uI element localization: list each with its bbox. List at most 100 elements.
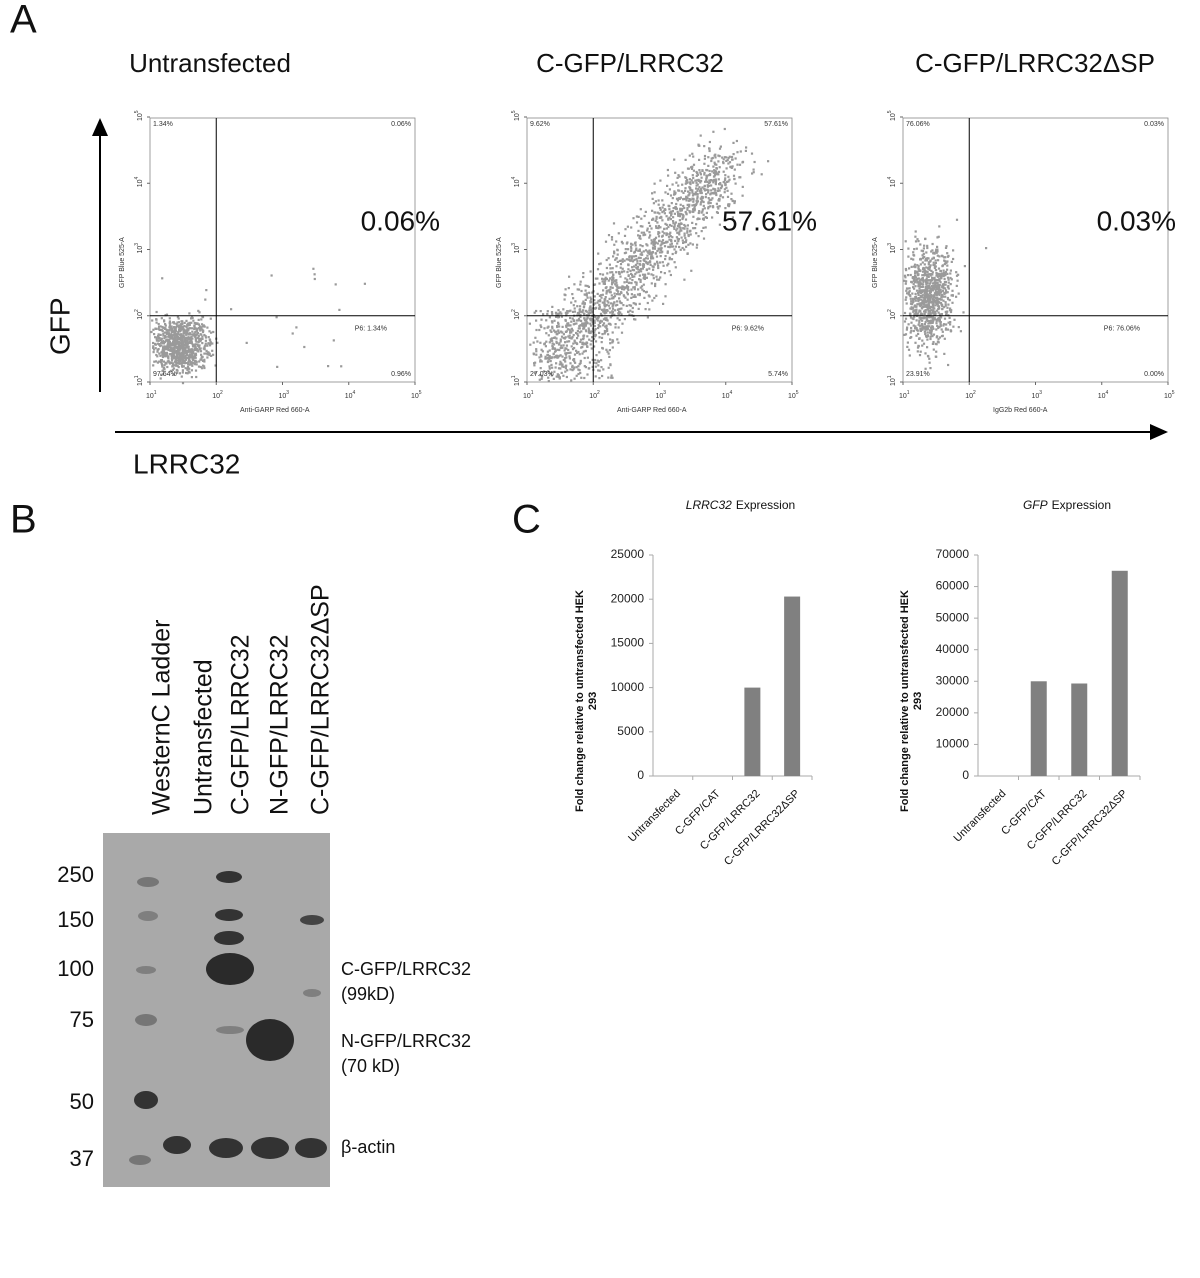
event-dot bbox=[193, 327, 196, 331]
event-dot bbox=[692, 215, 695, 218]
event-dot bbox=[697, 211, 700, 215]
event-dot bbox=[699, 203, 702, 206]
event-dot bbox=[911, 276, 914, 279]
event-dot bbox=[684, 236, 687, 240]
event-dot bbox=[313, 273, 316, 276]
event-dot bbox=[180, 320, 183, 323]
event-dot bbox=[668, 211, 671, 214]
event-dot bbox=[916, 350, 919, 353]
event-dot bbox=[605, 266, 608, 270]
event-dot bbox=[700, 179, 703, 183]
event-dot bbox=[939, 273, 942, 276]
event-dot bbox=[710, 189, 713, 192]
event-dot bbox=[935, 251, 938, 254]
event-dot bbox=[935, 296, 938, 299]
event-dot bbox=[616, 300, 619, 303]
event-dot bbox=[668, 216, 671, 219]
event-dot bbox=[659, 276, 662, 279]
event-dot bbox=[623, 252, 626, 255]
event-dot bbox=[668, 223, 671, 227]
event-dot bbox=[216, 341, 219, 344]
event-dot bbox=[649, 260, 652, 263]
event-dot bbox=[906, 274, 910, 277]
event-dot bbox=[930, 333, 933, 336]
event-dot bbox=[651, 218, 654, 221]
event-dot bbox=[914, 304, 917, 307]
event-dot bbox=[688, 193, 691, 196]
event-dot bbox=[185, 326, 188, 329]
event-dot bbox=[657, 203, 660, 206]
event-dot bbox=[612, 273, 615, 276]
event-dot bbox=[638, 256, 641, 260]
event-dot bbox=[922, 283, 925, 286]
event-dot bbox=[599, 262, 602, 265]
event-dot bbox=[610, 374, 613, 377]
event-dot bbox=[605, 318, 608, 321]
event-dot bbox=[729, 165, 732, 169]
event-dot bbox=[568, 334, 571, 337]
event-dot bbox=[708, 147, 711, 150]
event-dot bbox=[617, 312, 620, 315]
tick-base: 10 bbox=[137, 246, 144, 254]
event-dot bbox=[166, 339, 169, 342]
event-dot bbox=[670, 212, 673, 215]
event-dot bbox=[930, 309, 933, 312]
event-dot bbox=[699, 189, 702, 192]
event-dot bbox=[208, 352, 211, 355]
event-dot bbox=[925, 319, 928, 322]
event-dot bbox=[186, 323, 189, 326]
event-dot bbox=[689, 181, 692, 184]
event-dot bbox=[696, 183, 699, 186]
event-dot bbox=[182, 345, 185, 349]
event-dot bbox=[910, 326, 913, 330]
event-dot bbox=[950, 278, 953, 281]
percent-label: 0.06% bbox=[361, 205, 440, 236]
event-dot bbox=[568, 355, 571, 358]
event-dot bbox=[188, 312, 191, 315]
event-dot bbox=[639, 244, 642, 247]
event-dot bbox=[155, 321, 158, 324]
event-dot bbox=[574, 341, 577, 344]
event-dot bbox=[654, 284, 657, 288]
event-dot bbox=[951, 289, 954, 292]
event-dot bbox=[687, 190, 690, 193]
event-dot bbox=[555, 333, 558, 336]
event-dot bbox=[576, 330, 579, 333]
event-dot bbox=[637, 249, 640, 252]
event-dot bbox=[699, 197, 702, 200]
event-dot bbox=[678, 230, 681, 233]
event-dot bbox=[197, 309, 200, 312]
event-dot bbox=[598, 336, 601, 339]
event-dot bbox=[677, 214, 680, 217]
event-dot bbox=[550, 357, 553, 360]
event-dot bbox=[692, 192, 695, 196]
event-dot bbox=[929, 281, 932, 284]
event-dot bbox=[601, 293, 604, 296]
event-dot bbox=[905, 328, 908, 331]
event-dot bbox=[180, 375, 183, 378]
event-dot bbox=[686, 224, 689, 227]
event-dot bbox=[584, 323, 587, 326]
event-dot bbox=[931, 325, 934, 329]
event-dot bbox=[936, 279, 939, 282]
event-dot bbox=[180, 333, 183, 336]
event-dot bbox=[646, 227, 649, 230]
event-dot bbox=[926, 331, 929, 334]
event-dot bbox=[571, 329, 574, 332]
event-dot bbox=[543, 370, 546, 373]
gate-label: P6: 9.62% bbox=[732, 326, 764, 333]
event-dot bbox=[659, 226, 662, 229]
event-dot bbox=[718, 189, 721, 192]
event-dot bbox=[918, 316, 921, 319]
event-dot bbox=[554, 350, 557, 353]
event-dot bbox=[559, 346, 562, 350]
event-dot bbox=[752, 168, 755, 171]
event-dot bbox=[539, 353, 542, 356]
marker-label: 37 bbox=[70, 1146, 94, 1171]
event-dot bbox=[176, 364, 179, 368]
event-dot bbox=[905, 280, 908, 283]
event-dot bbox=[612, 281, 615, 284]
event-dot bbox=[633, 294, 636, 297]
event-dot bbox=[930, 321, 933, 324]
